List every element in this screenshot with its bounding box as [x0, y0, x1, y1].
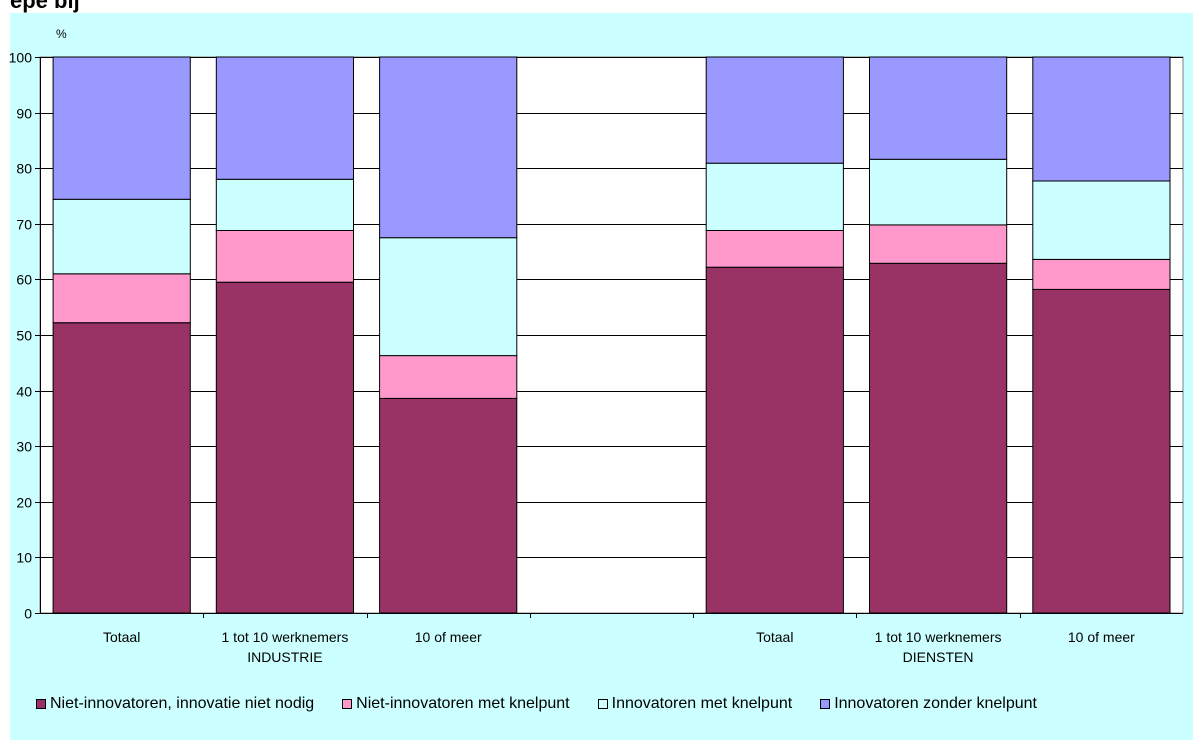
legend-label: Innovatoren zonder knelpunt [834, 695, 1037, 712]
bar-segment [1032, 180, 1171, 260]
group-label: INDUSTRIE [247, 649, 322, 665]
legend: Niet-innovatoren, innovatie niet nodig Ni… [36, 694, 1037, 714]
y-tick-label: 60 [16, 272, 32, 288]
y-tick-label: 30 [16, 439, 32, 455]
x-tick-label: 1 tot 10 werknemers [222, 629, 349, 645]
bar-segment [1032, 56, 1171, 182]
bar-segment [52, 56, 191, 200]
y-tick-label: 10 [16, 550, 32, 566]
legend-label: Niet-innovatoren met knelpunt [356, 695, 570, 712]
bar-segment [52, 198, 191, 275]
legend-swatch [342, 699, 353, 709]
legend-item: Niet-innovatoren met knelpunt [342, 695, 570, 713]
legend-swatch [597, 699, 608, 709]
bar-segment [215, 281, 354, 614]
bar-segment [869, 158, 1008, 226]
y-axis-unit: % [56, 27, 67, 41]
y-tick-label: 40 [16, 384, 32, 400]
bar-segment [705, 266, 844, 614]
legend-swatch [36, 699, 46, 709]
legend-label: Niet-innovatoren, innovatie niet nodig [50, 695, 315, 712]
x-tick-label: Totaal [103, 629, 140, 645]
group-label: DIENSTEN [903, 649, 974, 665]
legend-swatch [820, 699, 831, 709]
x-tick-label: 10 of meer [1068, 629, 1135, 645]
legend-item: Innovatoren met knelpunt [597, 695, 793, 713]
bar-segment [379, 56, 518, 239]
y-tick-label: 90 [16, 106, 32, 122]
clipped-title-strip: epe bij [0, 0, 1195, 13]
bar-segment [379, 237, 518, 357]
y-tick-label: 50 [16, 328, 32, 344]
bar-segment [52, 273, 191, 324]
x-tick-label: 10 of meer [415, 629, 482, 645]
y-tick-label: 0 [24, 606, 32, 622]
y-tick-label: 20 [16, 495, 32, 511]
bar-segment [379, 355, 518, 399]
y-tick-label: 70 [16, 217, 32, 233]
x-tick-label: Totaal [756, 629, 793, 645]
bar-segment [1032, 258, 1171, 290]
clipped-title-fragment: epe bij [10, 0, 80, 13]
bar-segment [215, 230, 354, 283]
bar-segment [869, 56, 1008, 160]
bar-segment [215, 178, 354, 232]
bar-segment [705, 56, 844, 164]
bar-segment [215, 56, 354, 180]
y-tick-label: 100 [9, 50, 33, 66]
bar-segment [705, 162, 844, 231]
bar-segment [52, 322, 191, 614]
bar-segment [869, 262, 1008, 614]
bar-segment [1032, 288, 1171, 614]
bar-segment [869, 224, 1008, 264]
legend-item: Niet-innovatoren, innovatie niet nodig [36, 695, 314, 713]
bar-segment [705, 230, 844, 268]
y-tick-label: 80 [16, 161, 32, 177]
legend-item: Innovatoren zonder knelpunt [820, 695, 1037, 713]
legend-label: Innovatoren met knelpunt [611, 695, 793, 712]
bar-segment [379, 397, 518, 614]
x-tick-label: 1 tot 10 werknemers [875, 629, 1002, 645]
